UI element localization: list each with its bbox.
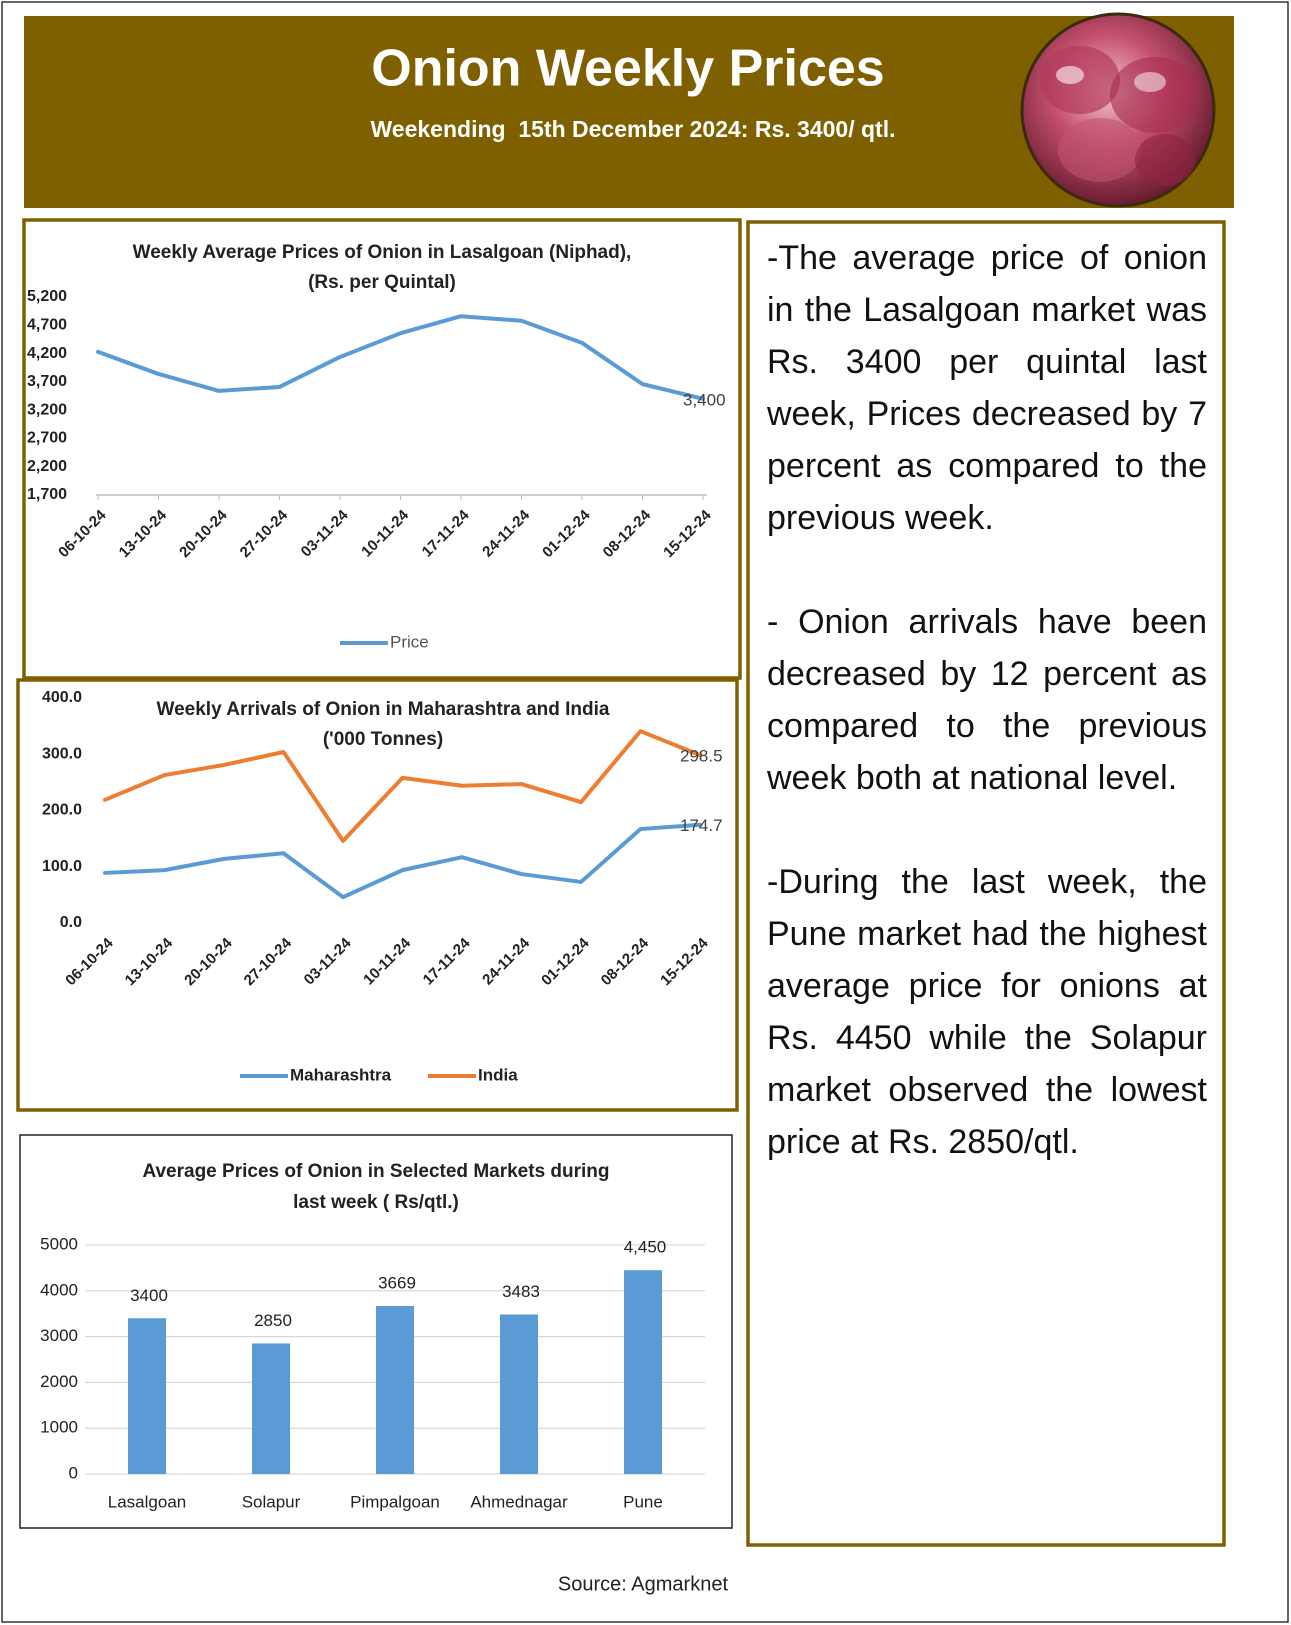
header-title: Onion Weekly Prices	[371, 40, 884, 98]
x-tick-label: 17-11-24	[420, 934, 474, 988]
y-tick-label: 0	[69, 1463, 78, 1482]
x-tick-label: 08-12-24	[600, 506, 655, 561]
x-tick-label: 27-10-24	[237, 506, 292, 561]
note: -During the last week, the Pune market h…	[767, 856, 1207, 1168]
x-tick-label: Ahmednagar	[470, 1492, 568, 1511]
chart-title: Weekly Average Prices of Onion in Lasalg…	[133, 242, 632, 263]
y-tick-label: 0.0	[60, 914, 82, 931]
header-subtitle: Weekending 15th December 2024: Rs. 3400/…	[371, 116, 896, 142]
x-tick-label: Solapur	[242, 1492, 301, 1511]
y-tick-label: 3,700	[27, 373, 67, 390]
x-tick-label: 15-12-24	[660, 506, 715, 561]
notes: -The average price of onion in the Lasal…	[767, 232, 1207, 1220]
legend-label: Maharashtra	[290, 1065, 392, 1084]
x-tick-label: 06-10-24	[62, 934, 117, 989]
data-label: 3669	[378, 1273, 416, 1292]
note: - Onion arrivals have been decreased by …	[767, 596, 1207, 804]
x-tick-label: 08-12-24	[598, 934, 653, 989]
x-tick-label: 06-10-24	[55, 506, 110, 561]
y-tick-label: 3000	[40, 1326, 78, 1345]
x-tick-label: 24-11-24	[479, 506, 533, 560]
line	[105, 825, 700, 897]
x-tick-label: 13-10-24	[122, 934, 177, 989]
y-tick-label: 400.0	[42, 689, 82, 706]
chart-title: ('000 Tonnes)	[323, 729, 443, 750]
y-tick-label: 2,700	[27, 430, 67, 447]
x-tick-label: 20-10-24	[176, 506, 231, 561]
onion-photo	[1022, 14, 1214, 206]
y-tick-label: 4,700	[27, 317, 67, 334]
chart-title: last week ( Rs/qtl.)	[293, 1192, 459, 1213]
bar	[500, 1314, 538, 1474]
legend-label: Price	[390, 632, 429, 651]
x-tick-label: 24-11-24	[479, 934, 533, 988]
y-tick-label: 200.0	[42, 802, 82, 819]
data-label: 3483	[502, 1282, 540, 1301]
y-tick-label: 2000	[40, 1372, 78, 1391]
x-tick-label: 01-12-24	[539, 506, 594, 561]
x-tick-label: 27-10-24	[241, 934, 296, 989]
y-tick-label: 5000	[40, 1234, 78, 1253]
chart-title: (Rs. per Quintal)	[308, 272, 456, 293]
x-tick-label: 20-10-24	[181, 934, 236, 989]
y-tick-label: 3,200	[27, 401, 67, 418]
data-label: 298.5	[680, 747, 723, 766]
note: -The average price of onion in the Lasal…	[767, 232, 1207, 544]
x-tick-label: Pimpalgoan	[350, 1492, 440, 1511]
x-tick-label: 10-11-24	[358, 506, 412, 560]
y-tick-label: 2,200	[27, 458, 67, 475]
source: Source: Agmarknet	[558, 1573, 729, 1595]
x-tick-label: 01-12-24	[538, 934, 593, 989]
x-tick-label: 17-11-24	[419, 506, 473, 560]
data-label: 2850	[254, 1311, 292, 1330]
bar	[624, 1270, 662, 1474]
x-tick-label: 03-11-24	[301, 934, 355, 988]
y-tick-label: 5,200	[27, 288, 67, 305]
y-tick-label: 100.0	[42, 858, 82, 875]
x-tick-label: Pune	[623, 1492, 663, 1511]
bar	[128, 1318, 166, 1474]
x-tick-label: 15-12-24	[657, 934, 712, 989]
x-tick-label: 10-11-24	[360, 934, 414, 988]
chart-title: Weekly Arrivals of Onion in Maharashtra …	[157, 699, 610, 720]
y-tick-label: 1,700	[27, 486, 67, 503]
legend-label: India	[478, 1065, 518, 1084]
data-label: 3,400	[683, 390, 726, 409]
page: Onion Weekly Prices Weekending 15th Dece…	[0, 0, 1291, 1625]
x-tick-label: 13-10-24	[116, 506, 171, 561]
y-tick-label: 300.0	[42, 745, 82, 762]
y-tick-label: 4000	[40, 1280, 78, 1299]
data-label: 4,450	[624, 1238, 667, 1257]
chart-title: Average Prices of Onion in Selected Mark…	[142, 1161, 609, 1182]
y-tick-label: 4,200	[27, 345, 67, 362]
data-label: 3400	[130, 1286, 168, 1305]
data-label: 174.7	[680, 816, 723, 835]
line	[98, 316, 703, 399]
x-tick-label: 03-11-24	[298, 506, 352, 560]
bar	[252, 1343, 290, 1474]
y-tick-label: 1000	[40, 1418, 78, 1437]
bar	[376, 1306, 414, 1474]
x-tick-label: Lasalgoan	[108, 1492, 186, 1511]
